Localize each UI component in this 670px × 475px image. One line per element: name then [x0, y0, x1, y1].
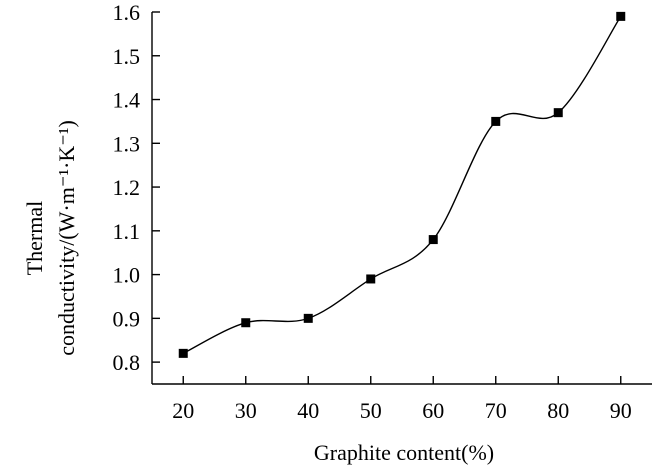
x-tick-label: 70	[485, 398, 507, 423]
x-tick-label: 90	[610, 398, 632, 423]
x-tick-label: 80	[547, 398, 569, 423]
y-tick-label: 1.5	[113, 44, 141, 69]
series-line	[182, 15, 622, 354]
data-points	[178, 11, 626, 358]
data-point	[303, 313, 313, 323]
y-tick-label: 1.6	[113, 0, 141, 25]
data-point	[428, 235, 438, 245]
x-tick-label: 20	[172, 398, 194, 423]
series-group	[182, 15, 622, 354]
y-axis-title-line2: conductivity/(W·m⁻¹·K⁻¹)	[54, 120, 79, 356]
y-tick-label: 1.4	[113, 88, 141, 113]
data-point	[241, 318, 251, 328]
x-tick-label: 30	[235, 398, 257, 423]
x-tick-label: 60	[422, 398, 444, 423]
data-point	[366, 274, 376, 284]
y-axis-ticks: 0.8 0.9 1.0 1.1 1.2 1.3 1.4 1.5 1.6	[113, 0, 160, 375]
x-axis-ticks: 20 30 40 50 60 70 80 90	[172, 376, 632, 423]
data-point	[616, 11, 626, 21]
x-tick-label: 50	[360, 398, 382, 423]
data-point	[178, 348, 188, 358]
y-tick-label: 1.2	[113, 175, 141, 200]
axes	[151, 12, 652, 385]
data-point	[553, 108, 563, 118]
y-tick-label: 0.8	[113, 350, 141, 375]
y-tick-label: 1.0	[113, 263, 141, 288]
y-axis-title-line1: Thermal	[22, 201, 47, 276]
y-tick-label: 0.9	[113, 306, 141, 331]
x-axis-title: Graphite content(%)	[314, 440, 494, 465]
data-point	[491, 116, 501, 126]
x-tick-label: 40	[297, 398, 319, 423]
y-tick-label: 1.3	[113, 131, 141, 156]
y-tick-label: 1.1	[113, 219, 141, 244]
